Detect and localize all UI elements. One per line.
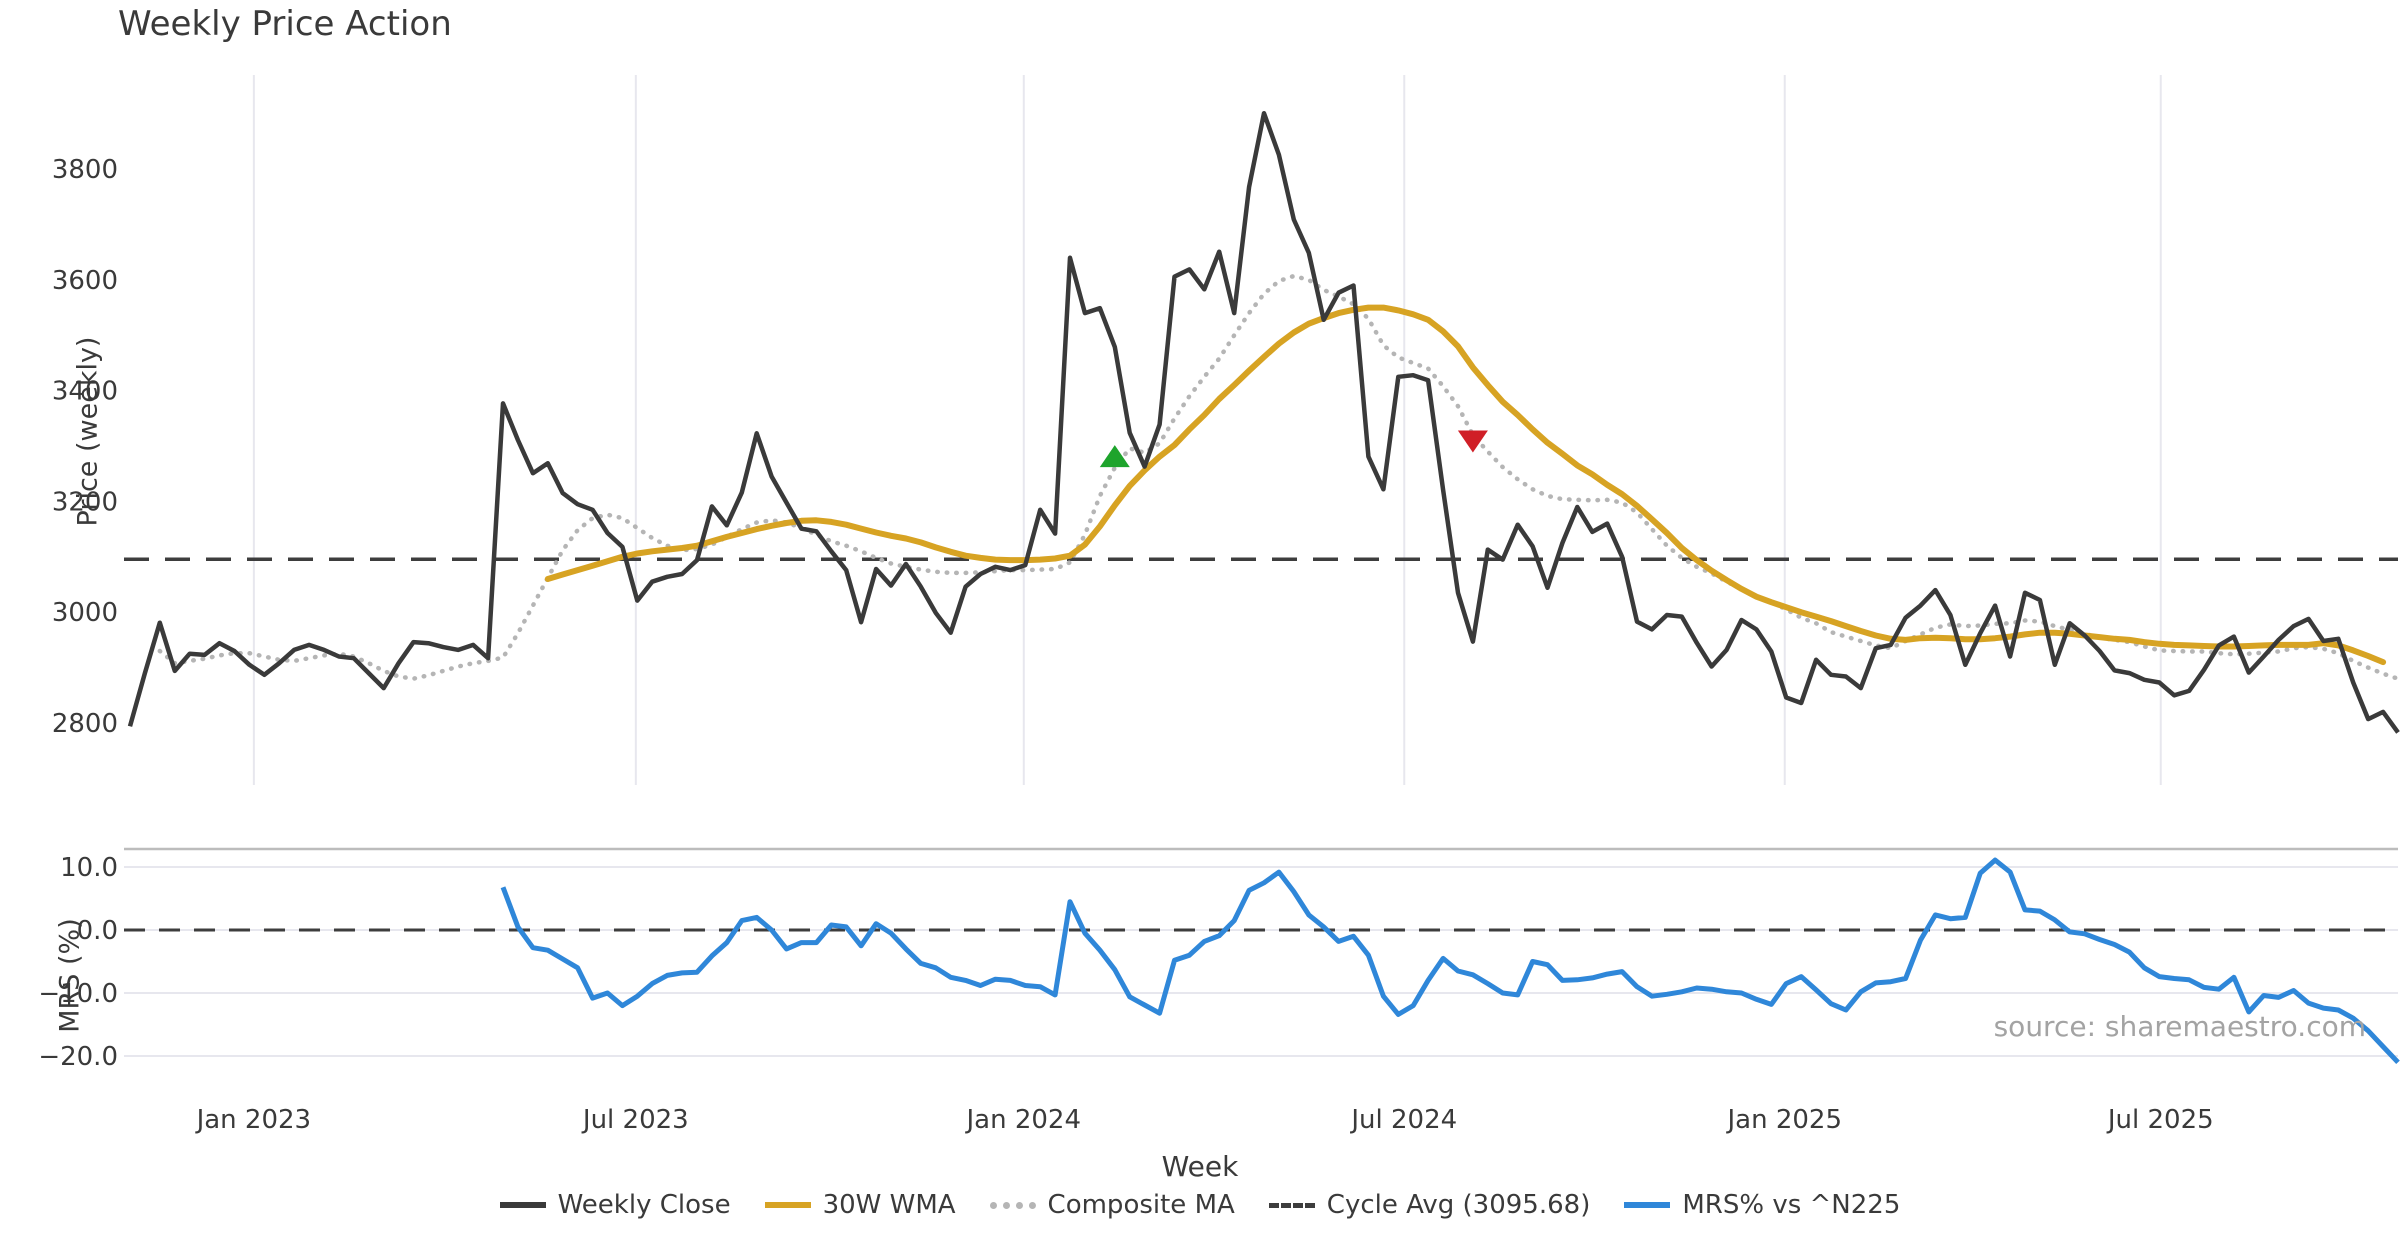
mrs-line	[500, 857, 2400, 1065]
buy-signal-marker	[1099, 445, 1130, 468]
chart-title: Weekly Price Action	[118, 4, 452, 44]
legend-label-weekly-close: Weekly Close	[557, 1190, 731, 1220]
legend-item-composite-ma: Composite MA	[989, 1190, 1235, 1220]
wma-line	[544, 304, 2387, 666]
legend-label-composite-ma: Composite MA	[1047, 1190, 1235, 1220]
sell-signal-marker	[1457, 430, 1488, 453]
x-tick-label: Jul 2024	[1349, 1105, 1457, 1135]
x-tick-label: Jul 2025	[2106, 1105, 2214, 1135]
x-tick-label: Jan 2023	[195, 1105, 312, 1135]
x-tick-label: Jul 2023	[581, 1105, 689, 1135]
price-ytick-label: 2800	[52, 709, 118, 739]
legend-swatch-mrs	[1624, 1202, 1671, 1208]
source-watermark: source: sharemaestro.com	[1993, 1010, 2366, 1043]
price-ytick-label: 3800	[52, 155, 118, 185]
legend-swatch-weekly-close	[499, 1202, 546, 1208]
mrs-ytick-label: 10.0	[60, 853, 118, 883]
price-ytick-label: 3400	[52, 377, 118, 407]
x-tick-label: Jan 2024	[965, 1105, 1082, 1135]
legend-label-mrs: MRS% vs ^N225	[1682, 1190, 1901, 1220]
chart-legend: Weekly Close 30W WMA Composite MA Cycle Avg…	[0, 1190, 2400, 1220]
legend-swatch-composite-ma	[989, 1201, 1036, 1209]
composite-ma-line	[157, 273, 2400, 681]
mrs-ytick-label: −10.0	[38, 979, 118, 1009]
price-ytick-label: 3600	[52, 266, 118, 296]
x-axis-label: Week	[1161, 1150, 1239, 1183]
legend-swatch-cycle-avg	[1268, 1202, 1315, 1208]
mrs-ytick-label: 0.0	[77, 916, 118, 946]
legend-item-weekly-close: Weekly Close	[499, 1190, 731, 1220]
price-ytick-label: 3200	[52, 487, 118, 517]
legend-item-wma: 30W WMA	[764, 1190, 956, 1220]
legend-item-cycle-avg: Cycle Avg (3095.68)	[1268, 1190, 1591, 1220]
legend-item-mrs: MRS% vs ^N225	[1624, 1190, 1900, 1220]
x-tick-label: Jan 2025	[1725, 1105, 1842, 1135]
weekly-close-line	[127, 110, 2400, 734]
legend-label-cycle-avg: Cycle Avg (3095.68)	[1326, 1190, 1591, 1220]
legend-label-wma: 30W WMA	[822, 1190, 956, 1220]
legend-swatch-wma	[764, 1202, 811, 1208]
mrs-ytick-label: −20.0	[38, 1042, 118, 1072]
price-ytick-label: 3000	[52, 598, 118, 628]
